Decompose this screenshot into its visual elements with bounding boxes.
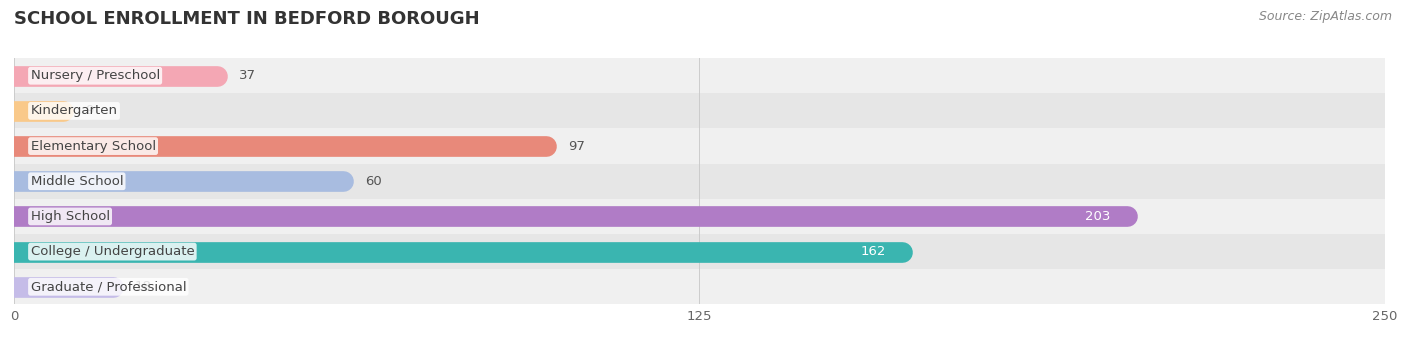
Text: College / Undergraduate: College / Undergraduate xyxy=(31,245,194,258)
Text: 37: 37 xyxy=(239,69,256,82)
Text: Middle School: Middle School xyxy=(31,175,124,188)
Bar xyxy=(14,164,1385,199)
Bar xyxy=(14,58,1385,93)
Text: 9: 9 xyxy=(86,104,94,117)
Text: Graduate / Professional: Graduate / Professional xyxy=(31,280,186,293)
Text: SCHOOL ENROLLMENT IN BEDFORD BOROUGH: SCHOOL ENROLLMENT IN BEDFORD BOROUGH xyxy=(14,10,479,28)
Text: 203: 203 xyxy=(1085,210,1111,223)
Bar xyxy=(14,93,1385,129)
Bar xyxy=(14,234,1385,269)
Text: 18: 18 xyxy=(135,280,152,293)
Text: Nursery / Preschool: Nursery / Preschool xyxy=(31,69,160,82)
Text: Elementary School: Elementary School xyxy=(31,140,156,153)
Text: 162: 162 xyxy=(860,245,886,258)
Text: 97: 97 xyxy=(568,140,585,153)
Text: 60: 60 xyxy=(366,175,382,188)
Text: High School: High School xyxy=(31,210,110,223)
Text: Source: ZipAtlas.com: Source: ZipAtlas.com xyxy=(1258,10,1392,23)
Text: Kindergarten: Kindergarten xyxy=(31,104,118,117)
Bar xyxy=(14,269,1385,304)
Bar xyxy=(14,199,1385,234)
Bar xyxy=(14,129,1385,164)
